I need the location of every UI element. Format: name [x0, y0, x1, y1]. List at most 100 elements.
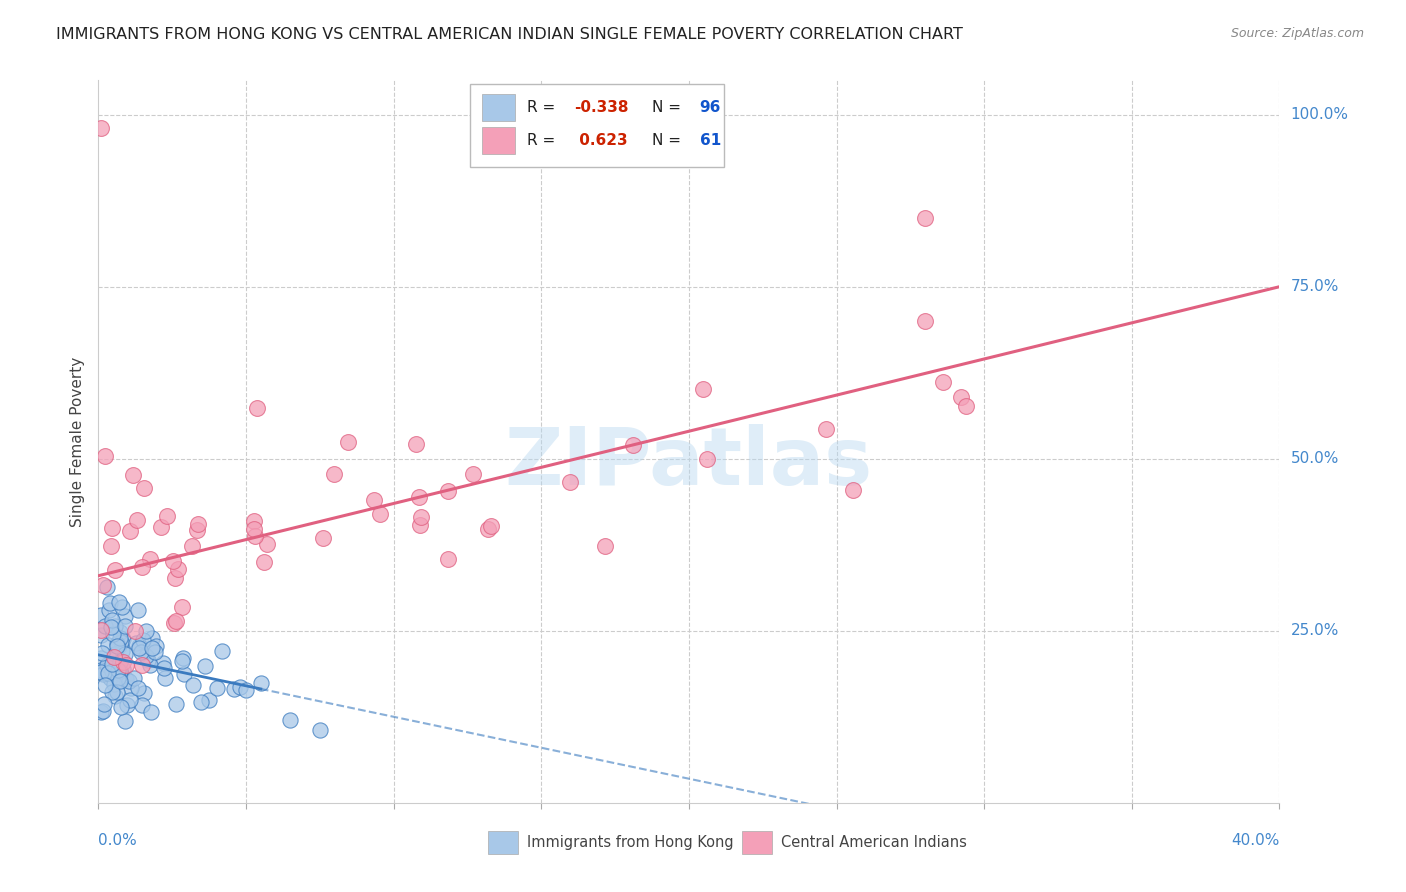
Point — [103, 627, 125, 641]
Point — [104, 563, 127, 577]
Point — [814, 422, 837, 436]
Point — [621, 438, 644, 452]
Point — [593, 540, 616, 554]
Point — [91, 578, 114, 592]
Point — [93, 666, 115, 681]
Point — [100, 664, 122, 678]
Text: IMMIGRANTS FROM HONG KONG VS CENTRAL AMERICAN INDIAN SINGLE FEMALE POVERTY CORRE: IMMIGRANTS FROM HONG KONG VS CENTRAL AME… — [56, 27, 963, 42]
Point — [132, 686, 155, 700]
Point — [479, 519, 502, 533]
Point — [90, 665, 112, 679]
Point — [103, 677, 125, 691]
Text: 0.623: 0.623 — [575, 133, 628, 148]
Point — [114, 647, 136, 661]
Point — [90, 663, 112, 677]
Point — [110, 666, 132, 681]
Text: ZIPatlas: ZIPatlas — [505, 425, 873, 502]
Point — [122, 672, 145, 686]
Point — [108, 655, 131, 669]
Point — [172, 654, 194, 668]
Point — [243, 522, 266, 536]
Point — [90, 608, 112, 623]
Point — [122, 468, 145, 483]
Point — [409, 517, 432, 532]
Point — [114, 714, 136, 728]
Point — [108, 595, 131, 609]
Y-axis label: Single Female Poverty: Single Female Poverty — [70, 357, 86, 526]
Point — [93, 705, 115, 719]
Text: 75.0%: 75.0% — [1291, 279, 1339, 294]
Text: N =: N = — [652, 133, 686, 148]
Point — [167, 562, 190, 576]
Point — [194, 658, 217, 673]
Point — [108, 665, 131, 679]
Point — [111, 599, 134, 614]
Point — [96, 580, 118, 594]
Point — [229, 681, 252, 695]
Point — [437, 483, 460, 498]
Point — [155, 671, 177, 685]
Text: -0.338: -0.338 — [575, 100, 628, 115]
Point — [187, 516, 209, 531]
Point — [463, 467, 485, 481]
Point — [186, 523, 208, 537]
Text: 100.0%: 100.0% — [1291, 107, 1348, 122]
Bar — [482, 94, 516, 121]
Point — [127, 681, 149, 696]
Point — [108, 625, 131, 640]
Point — [205, 681, 228, 696]
Point — [115, 698, 138, 713]
Point — [110, 673, 132, 688]
Point — [181, 678, 204, 692]
Point — [914, 211, 936, 225]
Point — [98, 603, 121, 617]
Point — [120, 524, 142, 538]
Point — [141, 706, 163, 720]
Point — [312, 531, 335, 545]
Point — [90, 646, 112, 660]
Point — [100, 671, 122, 685]
Point — [165, 571, 187, 585]
Point — [173, 667, 195, 681]
Point — [111, 632, 134, 647]
Point — [112, 662, 135, 676]
Point — [117, 674, 139, 689]
Point — [149, 520, 172, 534]
Point — [190, 695, 212, 709]
Point — [124, 624, 146, 638]
Point — [136, 653, 159, 667]
Text: R =: R = — [527, 133, 560, 148]
Point — [253, 555, 276, 569]
Point — [243, 529, 266, 543]
Point — [96, 658, 118, 673]
Point — [165, 698, 187, 712]
Point — [135, 649, 157, 664]
Bar — [488, 831, 517, 855]
Point — [842, 483, 865, 497]
Point — [114, 609, 136, 624]
Text: R =: R = — [527, 100, 560, 115]
Point — [170, 600, 193, 615]
Point — [107, 639, 129, 653]
Bar — [482, 127, 516, 154]
Point — [141, 640, 163, 655]
Point — [250, 676, 273, 690]
Text: 61: 61 — [700, 133, 721, 148]
Point — [97, 665, 120, 680]
Point — [100, 657, 122, 671]
Point — [558, 475, 581, 489]
Point — [950, 391, 973, 405]
Point — [165, 615, 187, 629]
Point — [143, 645, 166, 659]
FancyBboxPatch shape — [471, 84, 724, 167]
Text: 40.0%: 40.0% — [1232, 833, 1279, 848]
Point — [309, 723, 332, 738]
Point — [692, 382, 714, 396]
Point — [101, 614, 124, 628]
Point — [280, 714, 302, 728]
Point — [90, 121, 112, 136]
Point — [94, 450, 117, 464]
Point — [696, 452, 718, 467]
Point — [110, 700, 132, 714]
Point — [134, 481, 156, 495]
